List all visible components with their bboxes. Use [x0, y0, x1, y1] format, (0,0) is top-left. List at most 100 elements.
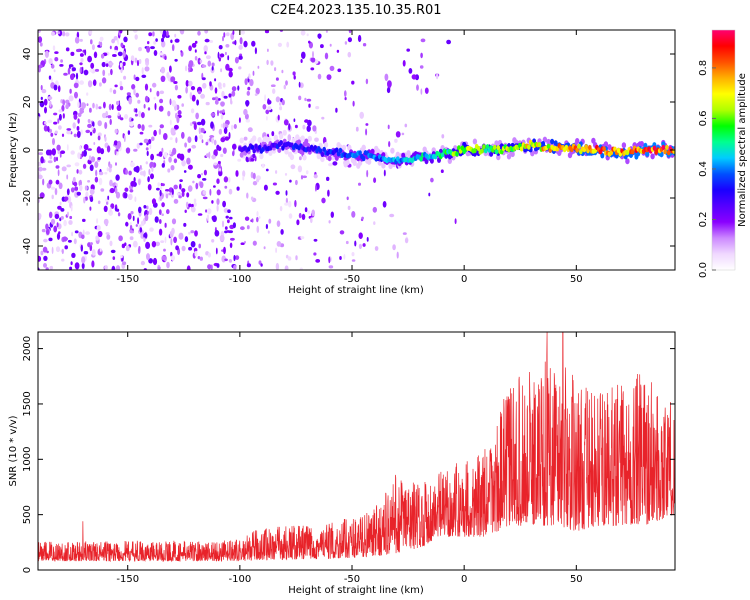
- noise-speck: [196, 99, 200, 106]
- noise-speck: [171, 227, 175, 235]
- noise-speck: [145, 241, 151, 249]
- noise-speck: [117, 51, 123, 57]
- noise-speck: [275, 96, 281, 103]
- noise-speck: [212, 97, 216, 101]
- noise-speck: [130, 211, 134, 215]
- noise-speck: [386, 87, 391, 94]
- noise-speck: [107, 115, 112, 119]
- noise-speck: [198, 243, 201, 249]
- noise-speck: [258, 216, 261, 219]
- noise-speck: [173, 236, 178, 243]
- noise-speck: [69, 88, 72, 94]
- ridge-speck: [575, 138, 580, 144]
- noise-speck: [257, 65, 260, 69]
- noise-speck: [50, 186, 56, 190]
- snr-y-tick-label: 500: [22, 505, 33, 524]
- noise-speck: [60, 59, 63, 63]
- noise-speck: [139, 142, 143, 146]
- noise-speck: [137, 123, 142, 129]
- noise-speck: [133, 148, 138, 152]
- noise-speck: [135, 224, 138, 227]
- noise-speck: [304, 119, 309, 123]
- noise-speck: [193, 198, 197, 203]
- noise-speck: [207, 214, 210, 222]
- ridge-speck: [323, 141, 329, 148]
- spectrogram-marks: [38, 30, 675, 270]
- noise-speck: [328, 220, 331, 224]
- noise-speck: [228, 71, 233, 78]
- noise-speck: [264, 94, 267, 102]
- noise-speck: [228, 259, 232, 263]
- noise-speck: [56, 144, 61, 151]
- noise-speck: [138, 110, 142, 118]
- noise-speck: [111, 104, 114, 110]
- noise-speck: [187, 136, 192, 143]
- noise-speck: [351, 80, 355, 85]
- noise-speck: [102, 69, 106, 77]
- noise-speck: [84, 49, 87, 56]
- noise-speck: [138, 47, 142, 52]
- noise-speck: [190, 241, 196, 248]
- noise-speck: [328, 256, 331, 264]
- noise-speck: [228, 67, 233, 72]
- noise-speck: [188, 231, 191, 235]
- noise-speck: [141, 67, 144, 75]
- noise-speck: [326, 176, 330, 181]
- noise-speck: [372, 206, 377, 213]
- noise-speck: [312, 125, 317, 132]
- noise-speck: [148, 168, 151, 176]
- noise-speck: [47, 126, 50, 133]
- noise-speck: [95, 169, 98, 177]
- noise-speck: [299, 82, 304, 89]
- noise-speck: [310, 67, 315, 71]
- noise-speck: [123, 192, 128, 199]
- noise-speck: [216, 204, 219, 212]
- ridge-speck: [284, 148, 289, 155]
- noise-speck: [272, 182, 277, 186]
- noise-speck: [227, 55, 230, 61]
- noise-speck: [202, 82, 207, 89]
- noise-speck: [139, 227, 143, 233]
- noise-speck: [210, 112, 216, 117]
- spectrogram-x-tick-label: 0: [461, 274, 467, 285]
- noise-speck: [246, 192, 249, 199]
- noise-speck: [134, 57, 138, 63]
- noise-speck: [79, 38, 83, 42]
- noise-speck: [224, 185, 228, 189]
- noise-speck: [89, 188, 95, 195]
- spectrogram-x-tick-label: 50: [570, 274, 583, 285]
- noise-speck: [161, 163, 165, 168]
- noise-speck: [205, 141, 209, 146]
- noise-speck: [113, 89, 117, 95]
- noise-speck: [129, 222, 132, 226]
- snr-panel: -150 -100 -50 0 50 0 500 1000 1500 2000 Height o…: [8, 331, 676, 596]
- noise-speck: [209, 135, 215, 138]
- noise-speck: [129, 121, 134, 127]
- noise-speck: [89, 206, 92, 211]
- noise-speck: [168, 192, 172, 196]
- noise-speck: [194, 230, 198, 237]
- noise-speck: [170, 165, 175, 171]
- noise-speck: [279, 205, 283, 212]
- noise-speck: [209, 188, 212, 196]
- ridge-speck: [494, 149, 499, 155]
- noise-speck: [160, 66, 166, 74]
- noise-speck: [76, 191, 82, 196]
- noise-speck: [147, 107, 151, 111]
- noise-speck: [298, 212, 302, 219]
- noise-speck: [134, 113, 138, 117]
- noise-speck: [214, 99, 219, 105]
- noise-speck: [68, 95, 74, 102]
- noise-speck: [312, 51, 314, 58]
- noise-speck: [297, 165, 303, 173]
- noise-speck: [125, 245, 130, 252]
- noise-speck: [159, 52, 164, 56]
- noise-speck: [176, 116, 180, 124]
- noise-speck: [178, 195, 182, 199]
- noise-speck: [170, 39, 173, 44]
- noise-speck: [181, 191, 185, 197]
- ridge-speck: [419, 156, 423, 162]
- noise-speck: [167, 110, 171, 117]
- noise-speck: [205, 55, 211, 60]
